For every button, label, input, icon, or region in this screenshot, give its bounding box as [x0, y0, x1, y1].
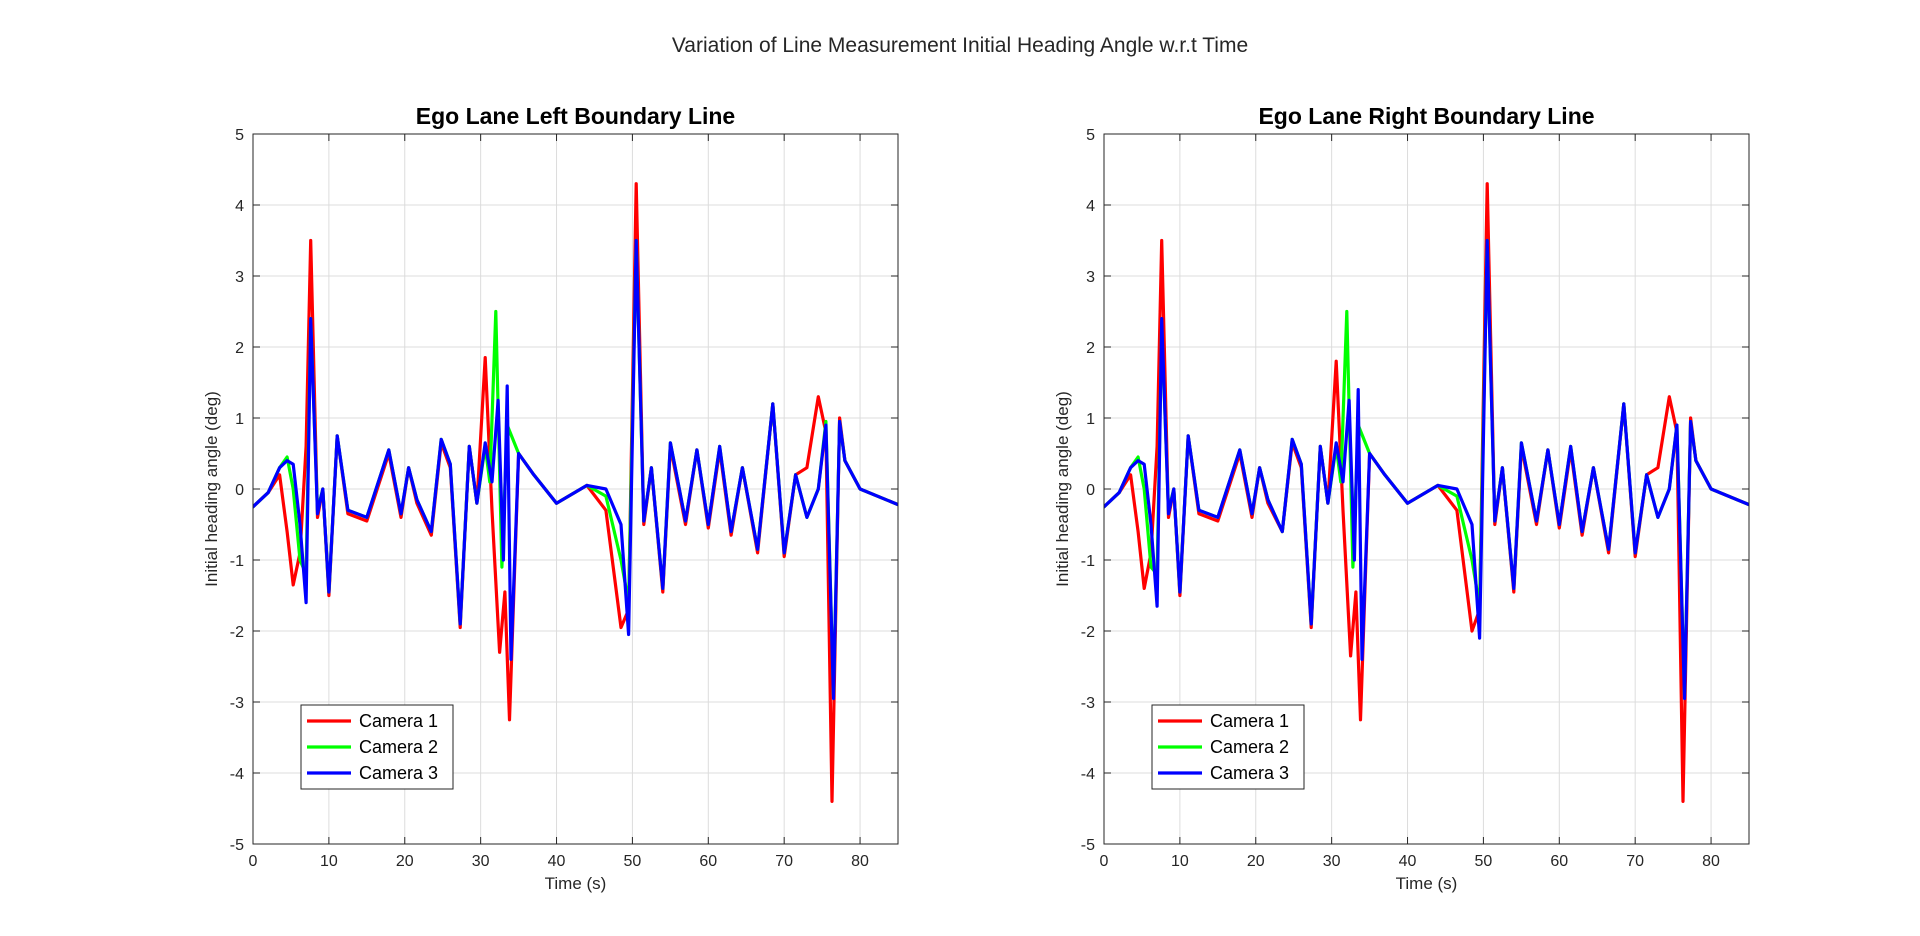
y-tick-label: 1 [1086, 411, 1095, 428]
x-tick-label: 20 [396, 853, 414, 870]
legend-label-camera-3: Camera 3 [359, 763, 438, 783]
y-tick-label: -3 [1081, 695, 1095, 712]
x-axis-label: Time (s) [1396, 874, 1458, 893]
figure-title: Variation of Line Measurement Initial He… [671, 34, 1249, 57]
x-tick-label: 70 [775, 853, 793, 870]
legend: Camera 1 Camera 2 Camera 3 [1151, 704, 1305, 790]
x-tick-label: 40 [1399, 853, 1417, 870]
x-tick-label: 50 [1475, 853, 1493, 870]
y-axis-label: Initial heading angle (deg) [1053, 391, 1072, 587]
x-tick-label: 0 [249, 853, 258, 870]
x-tick-label: 30 [1323, 853, 1341, 870]
x-tick-label: 40 [548, 853, 566, 870]
x-tick-label: 70 [1626, 853, 1644, 870]
legend: Camera 1 Camera 2 Camera 3 [300, 704, 454, 790]
x-tick-label: 20 [1247, 853, 1265, 870]
chart-title: Ego Lane Right Boundary Line [1258, 103, 1594, 129]
x-tick-label: 10 [1171, 853, 1189, 870]
x-tick-label: 80 [1702, 853, 1720, 870]
y-tick-label: 2 [1086, 340, 1095, 357]
y-tick-label: -5 [1081, 837, 1095, 854]
x-tick-label: 60 [1550, 853, 1568, 870]
y-tick-label: -2 [230, 624, 244, 641]
y-tick-label: 3 [1086, 269, 1095, 286]
y-tick-label: -4 [230, 766, 244, 783]
y-tick-label: 1 [235, 411, 244, 428]
x-tick-label: 10 [320, 853, 338, 870]
y-tick-label: -3 [230, 695, 244, 712]
legend-label-camera-1: Camera 1 [359, 711, 438, 731]
legend-label-camera-2: Camera 2 [359, 737, 438, 757]
x-tick-label: 50 [624, 853, 642, 870]
x-tick-label: 30 [472, 853, 490, 870]
legend-label-camera-3: Camera 3 [1210, 763, 1289, 783]
y-tick-label: 0 [235, 482, 244, 499]
x-axis-label: Time (s) [545, 874, 607, 893]
y-tick-label: -2 [1081, 624, 1095, 641]
y-tick-label: -1 [230, 553, 244, 570]
y-tick-label: 2 [235, 340, 244, 357]
y-tick-label: 5 [1086, 127, 1095, 144]
legend-label-camera-2: Camera 2 [1210, 737, 1289, 757]
series-line-camera-3 [253, 238, 898, 701]
y-tick-label: -1 [1081, 553, 1095, 570]
y-tick-label: -4 [1081, 766, 1095, 783]
y-tick-label: 3 [235, 269, 244, 286]
y-tick-label: 4 [1086, 198, 1095, 215]
x-tick-label: 80 [851, 853, 869, 870]
chart-title: Ego Lane Left Boundary Line [416, 103, 735, 129]
y-axis-label: Initial heading angle (deg) [202, 391, 221, 587]
y-tick-label: 0 [1086, 482, 1095, 499]
y-tick-label: 4 [235, 198, 244, 215]
y-tick-label: 5 [235, 127, 244, 144]
x-tick-label: 60 [699, 853, 717, 870]
legend-label-camera-1: Camera 1 [1210, 711, 1289, 731]
y-tick-label: -5 [230, 837, 244, 854]
x-tick-label: 0 [1100, 853, 1109, 870]
series-line-camera-3 [1104, 238, 1749, 701]
